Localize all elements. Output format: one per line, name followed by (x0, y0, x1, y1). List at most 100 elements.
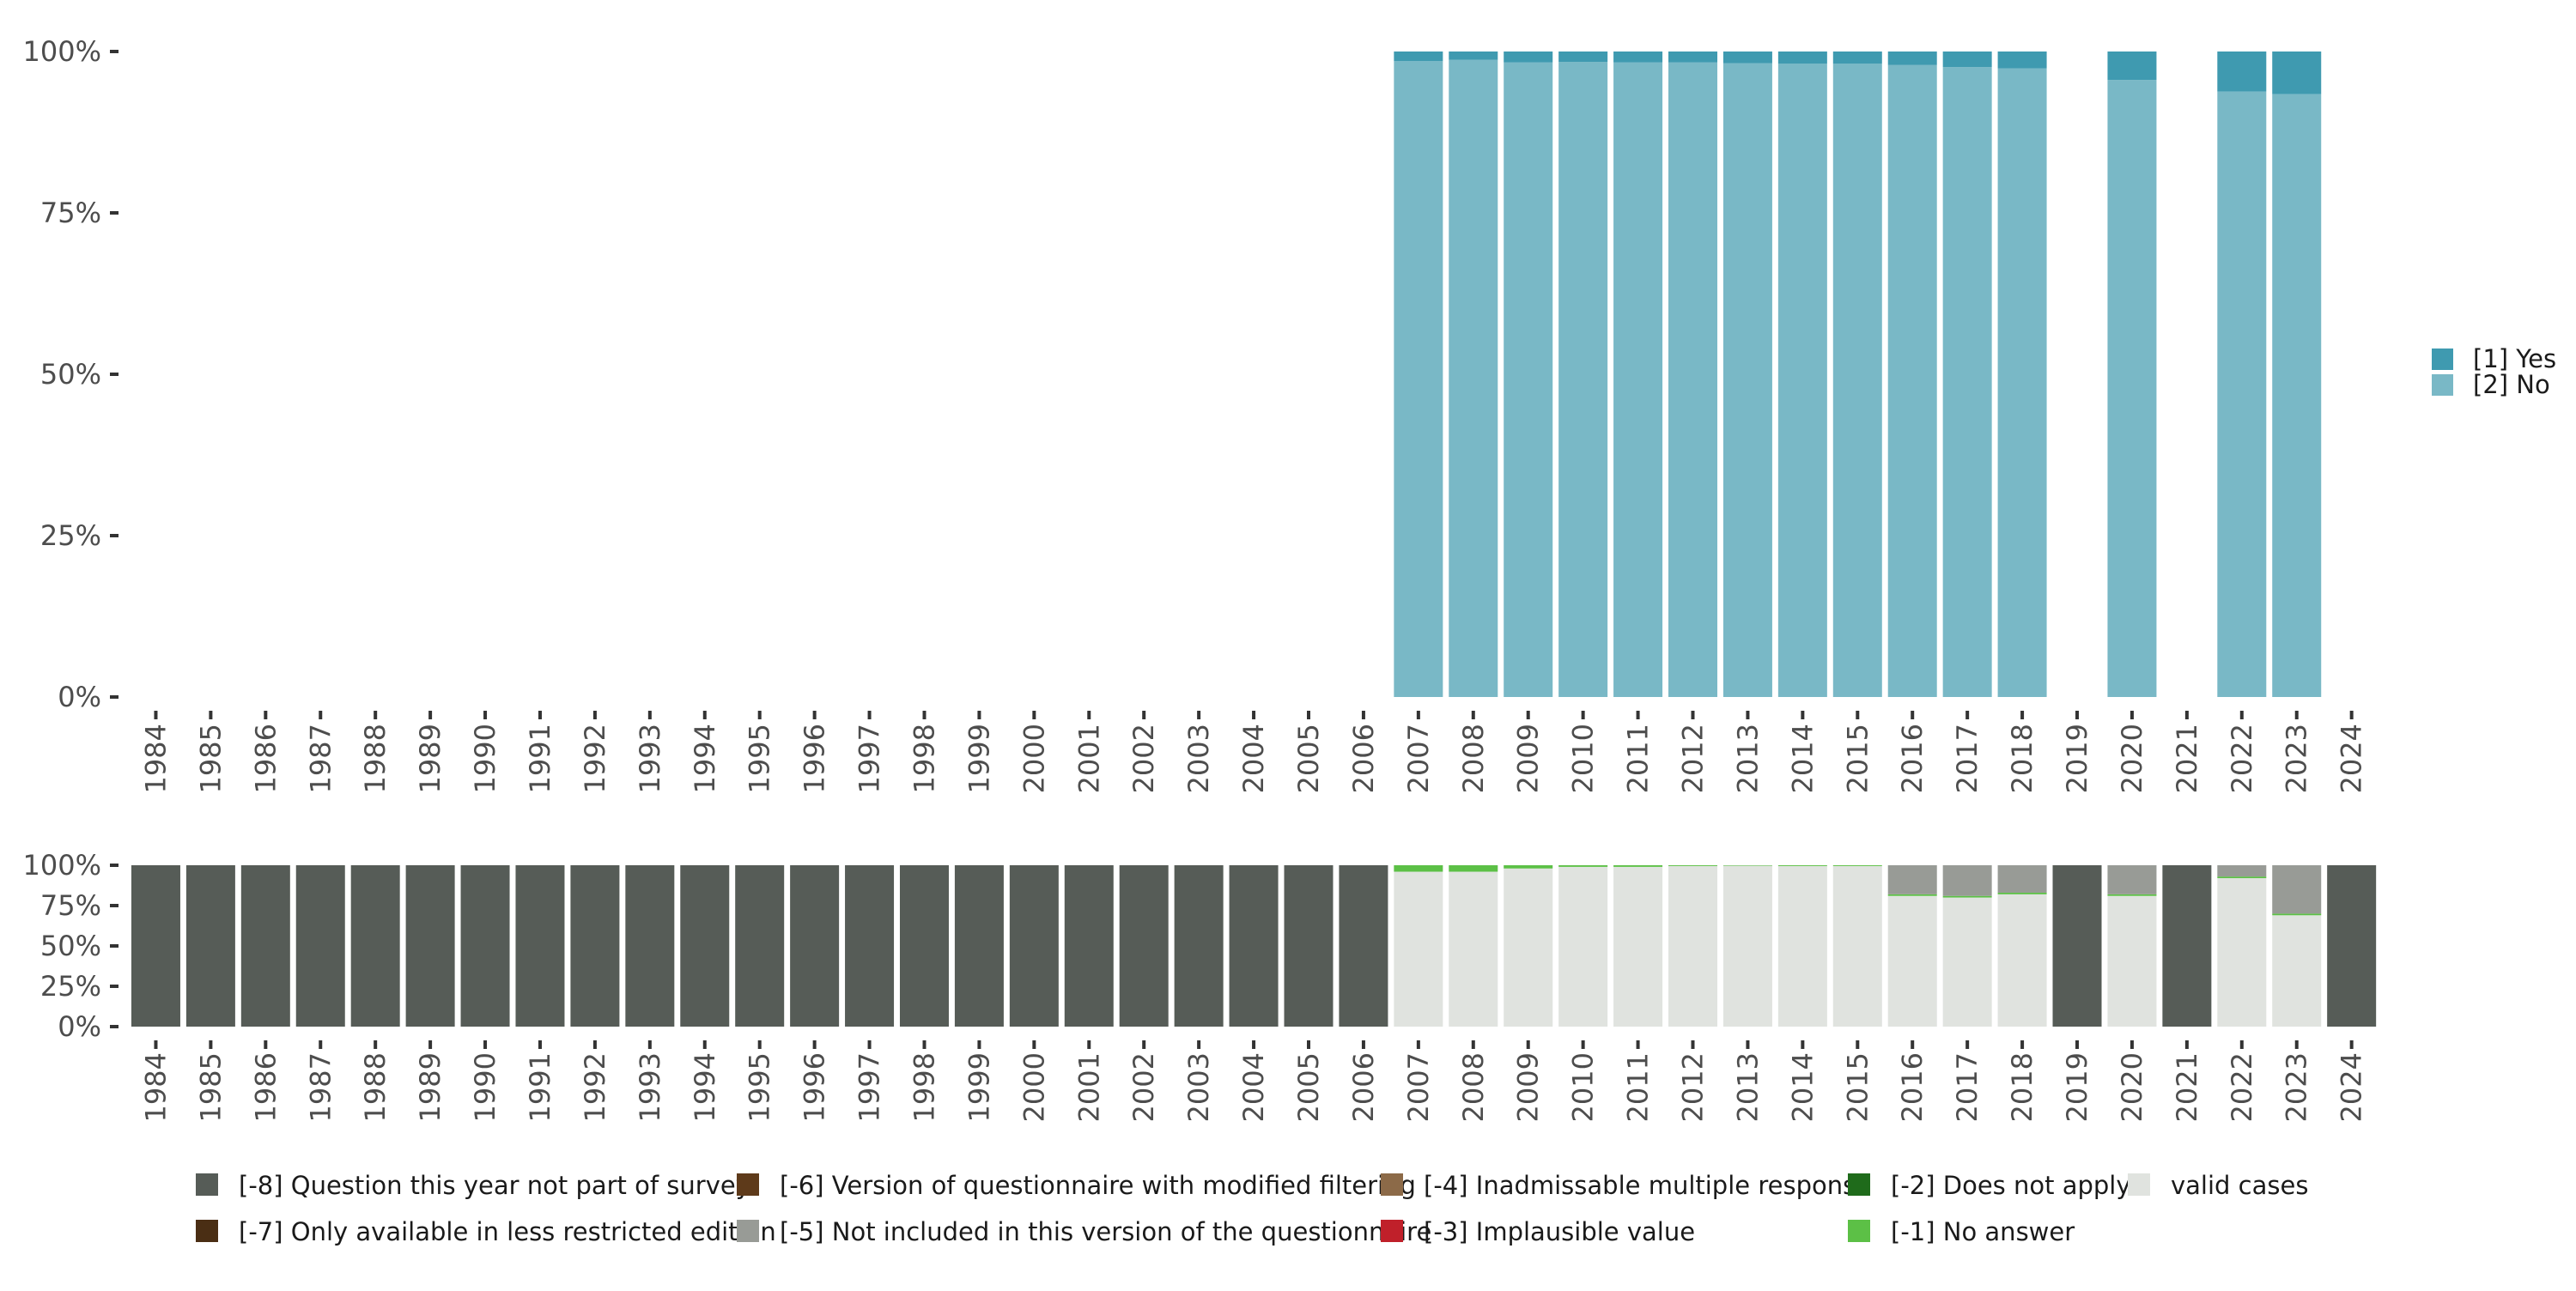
bar-segment (1504, 865, 1553, 869)
bar-segment (1394, 865, 1443, 872)
legend-swatch (196, 1220, 218, 1242)
x-tick-label: 1990 (469, 724, 501, 793)
y-tick-label: 50% (40, 930, 101, 962)
x-tick-label: 2007 (1402, 724, 1435, 793)
x-tick-label: 2024 (2336, 1052, 2368, 1122)
x-tick-label: 2012 (1677, 1052, 1710, 1122)
y-tick-label: 0% (58, 681, 101, 713)
bar-segment (954, 865, 1004, 1027)
x-tick-label: 2015 (1841, 724, 1874, 793)
legend-label: [-6] Version of questionnaire with modif… (780, 1171, 1416, 1200)
x-tick-label: 2024 (2336, 724, 2368, 793)
bar-segment (1887, 64, 1937, 698)
x-tick-label: 2015 (1841, 1052, 1874, 1122)
legend-label: valid cases (2171, 1171, 2308, 1200)
bar-segment (1394, 61, 1443, 697)
x-tick-label: 2009 (1512, 1052, 1545, 1122)
x-tick-label: 2006 (1347, 1052, 1380, 1122)
bar-segment (1504, 52, 1553, 63)
bar-segment (1119, 865, 1169, 1027)
legend-swatch (2432, 374, 2453, 396)
x-tick-label: 2004 (1237, 1052, 1270, 1122)
bar-segment (1558, 52, 1608, 63)
y-tick-label: 75% (40, 197, 101, 229)
x-tick-label: 1987 (304, 1052, 337, 1122)
x-tick-label: 1998 (908, 1052, 940, 1122)
legend-label: [-5] Not included in this version of the… (780, 1217, 1431, 1246)
bar-segment (1394, 52, 1443, 62)
bar-segment (1174, 865, 1224, 1027)
bar-segment (1449, 865, 1498, 872)
bar-segment (2107, 895, 2157, 1027)
bar-segment (1777, 64, 1827, 697)
x-tick-label: 1996 (799, 724, 831, 793)
x-tick-label: 2006 (1347, 724, 1380, 793)
x-tick-label: 1995 (744, 1052, 776, 1122)
legend-swatch (1381, 1173, 1403, 1196)
bar-segment (1449, 52, 1498, 60)
x-tick-label: 2001 (1072, 1052, 1105, 1122)
bar-segment (1887, 895, 1937, 1027)
bar-segment (1777, 52, 1827, 64)
bar-segment (2217, 52, 2267, 92)
bar-segment (1832, 52, 1882, 64)
x-tick-label: 1992 (579, 724, 611, 793)
legend-swatch (2432, 349, 2453, 370)
bar-segment (1558, 62, 1608, 698)
bar-segment (1613, 865, 1663, 867)
bar-segment (735, 865, 785, 1027)
x-tick-label: 1989 (414, 1052, 447, 1122)
bar-segment (1997, 52, 2047, 69)
x-tick-label: 2018 (2006, 724, 2038, 793)
x-tick-label: 2018 (2006, 1052, 2038, 1122)
bar-segment (1613, 62, 1663, 697)
legend-label: [-7] Only available in less restricted e… (239, 1217, 776, 1246)
bar-segment (1997, 68, 2047, 697)
bar-segment (2272, 913, 2322, 916)
x-tick-label: 2010 (1567, 1052, 1600, 1122)
bar-segment (1997, 892, 2047, 894)
legend-swatch (196, 1173, 218, 1196)
bar-segment (790, 865, 840, 1027)
x-tick-label: 2002 (1127, 724, 1160, 793)
x-tick-label: 2014 (1786, 724, 1819, 793)
legend-swatch (737, 1220, 759, 1242)
legend-label: [-3] Implausible value (1424, 1217, 1695, 1246)
x-tick-label: 2019 (2061, 724, 2093, 793)
bar-segment (1832, 865, 1882, 866)
x-tick-label: 1998 (908, 724, 940, 793)
bar-segment (2217, 865, 2267, 877)
x-tick-label: 1985 (194, 1052, 227, 1122)
x-tick-label: 1984 (139, 1052, 172, 1122)
x-tick-label: 1991 (524, 724, 556, 793)
bar-segment (1942, 52, 1992, 68)
bar-segment (1942, 897, 1992, 1027)
x-tick-label: 2009 (1512, 724, 1545, 793)
x-tick-label: 1991 (524, 1052, 556, 1122)
x-tick-label: 1994 (689, 724, 721, 793)
bar-segment (2107, 52, 2157, 81)
bar-segment (1449, 871, 1498, 1027)
bar-segment (1668, 62, 1718, 697)
x-tick-label: 2014 (1786, 1052, 1819, 1122)
bar-segment (185, 865, 235, 1027)
x-tick-label: 1987 (304, 724, 337, 793)
x-tick-label: 1995 (744, 724, 776, 793)
bar-segment (1997, 865, 2047, 893)
bar-segment (1722, 52, 1772, 64)
bar-segment (1613, 866, 1663, 1027)
x-tick-label: 2020 (2116, 1052, 2148, 1122)
bar-segment (1009, 865, 1059, 1027)
bar-segment (1558, 865, 1608, 867)
x-tick-label: 2001 (1072, 724, 1105, 793)
bar-segment (2272, 94, 2322, 697)
x-tick-label: 1997 (854, 724, 886, 793)
bar-segment (1668, 865, 1718, 1027)
bar-segment (2327, 865, 2377, 1027)
bar-segment (1887, 865, 1937, 894)
y-tick-label: 0% (58, 1010, 101, 1043)
x-tick-label: 2022 (2226, 1052, 2258, 1122)
x-tick-label: 1984 (139, 724, 172, 793)
legend-swatch (1381, 1220, 1403, 1242)
x-tick-label: 2005 (1292, 1052, 1325, 1122)
